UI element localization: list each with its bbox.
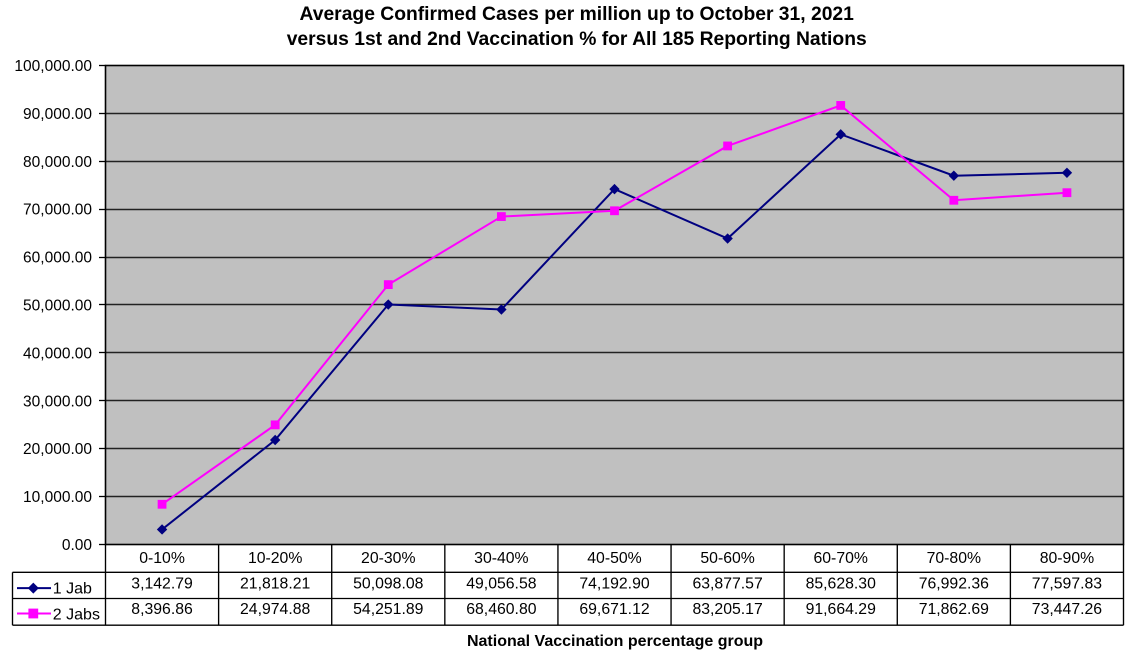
svg-text:10,000.00: 10,000.00	[23, 489, 92, 506]
svg-text:30,000.00: 30,000.00	[23, 393, 92, 410]
svg-text:71,862.69: 71,862.69	[919, 601, 989, 618]
svg-text:54,251.89: 54,251.89	[353, 601, 423, 618]
svg-text:30-40%: 30-40%	[474, 550, 528, 567]
svg-text:60-70%: 60-70%	[813, 550, 867, 567]
svg-text:70-80%: 70-80%	[927, 550, 981, 567]
svg-text:68,460.80: 68,460.80	[466, 601, 536, 618]
svg-text:40,000.00: 40,000.00	[23, 345, 92, 362]
svg-text:74,192.90: 74,192.90	[579, 576, 649, 593]
svg-text:0-10%: 0-10%	[139, 550, 185, 567]
svg-text:8,396.86: 8,396.86	[131, 601, 193, 618]
svg-text:0.00: 0.00	[62, 537, 93, 554]
svg-text:90,000.00: 90,000.00	[23, 106, 92, 123]
svg-text:60,000.00: 60,000.00	[23, 250, 92, 267]
svg-text:76,992.36: 76,992.36	[919, 576, 989, 593]
svg-text:50,098.08: 50,098.08	[353, 576, 423, 593]
svg-text:83,205.17: 83,205.17	[692, 601, 762, 618]
svg-text:70,000.00: 70,000.00	[23, 202, 92, 219]
svg-text:73,447.26: 73,447.26	[1032, 601, 1102, 618]
svg-text:63,877.57: 63,877.57	[692, 576, 762, 593]
svg-text:National Vaccination percentag: National Vaccination percentage group	[467, 633, 763, 650]
svg-text:80-90%: 80-90%	[1040, 550, 1094, 567]
svg-text:2 Jabs: 2 Jabs	[53, 607, 100, 624]
svg-text:100,000.00: 100,000.00	[14, 58, 92, 75]
svg-text:77,597.83: 77,597.83	[1032, 576, 1102, 593]
svg-text:20,000.00: 20,000.00	[23, 441, 92, 458]
svg-text:69,671.12: 69,671.12	[579, 601, 649, 618]
svg-text:24,974.88: 24,974.88	[240, 601, 310, 618]
svg-text:21,818.21: 21,818.21	[240, 576, 310, 593]
svg-text:versus 1st and 2nd Vaccination: versus 1st and 2nd Vaccination % for All…	[287, 29, 867, 50]
svg-text:91,664.29: 91,664.29	[806, 601, 876, 618]
svg-text:3,142.79: 3,142.79	[131, 576, 193, 593]
svg-text:50-60%: 50-60%	[700, 550, 754, 567]
svg-text:1 Jab: 1 Jab	[53, 581, 92, 598]
svg-text:10-20%: 10-20%	[248, 550, 302, 567]
svg-text:50,000.00: 50,000.00	[23, 298, 92, 315]
svg-text:85,628.30: 85,628.30	[806, 576, 876, 593]
svg-text:49,056.58: 49,056.58	[466, 576, 536, 593]
svg-text:80,000.00: 80,000.00	[23, 154, 92, 171]
svg-text:20-30%: 20-30%	[361, 550, 415, 567]
svg-text:40-50%: 40-50%	[587, 550, 641, 567]
svg-text:Average Confirmed Cases per mi: Average Confirmed Cases per million up t…	[300, 4, 855, 25]
